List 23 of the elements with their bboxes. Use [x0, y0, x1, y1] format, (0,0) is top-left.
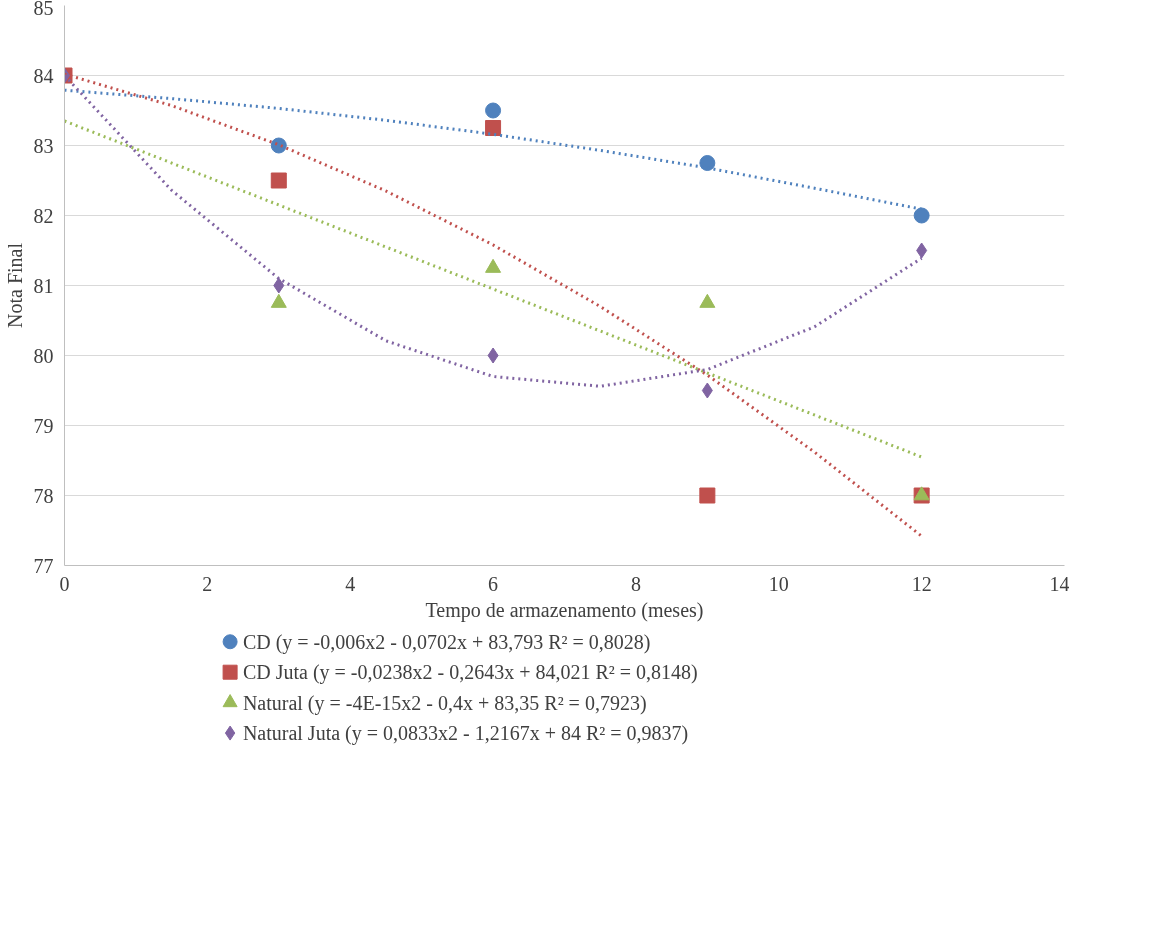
legend-label: CD (y = -0,006x2 - 0,0702x + 83,793 R² = 0,8028) [242, 630, 651, 654]
legend-label: Natural Juta (y = 0,0833x2 - 1,2167x + 84 R² = 0,9837) [242, 722, 689, 746]
y-tick-label: 78 [33, 484, 54, 507]
y-tick-label: 79 [33, 414, 54, 437]
y-tick-label: 80 [33, 344, 54, 367]
y-tick-label: 81 [33, 274, 54, 297]
y-tick-label: 82 [33, 204, 54, 227]
x-tick-label: 14 [1049, 572, 1070, 595]
y-axis-title: Nota Final [3, 242, 26, 328]
x-tick-label: 2 [202, 572, 213, 595]
x-tick-label: 8 [630, 572, 641, 595]
legend-label: CD Juta (y = -0,0238x2 - 0,2643x + 84,021 R² = 0,8148) [242, 661, 698, 685]
x-tick-label: 10 [768, 572, 789, 595]
x-tick-label: 4 [345, 572, 356, 595]
legend-label: Natural (y = -4E-15x2 - 0,4x + 83,35 R² = 0,7923) [242, 691, 647, 715]
y-tick-label: 77 [33, 554, 54, 577]
x-tick-label: 6 [488, 572, 499, 595]
x-tick-label: 12 [911, 572, 932, 595]
y-tick-label: 85 [33, 0, 54, 19]
x-tick-label: 0 [59, 572, 70, 595]
y-tick-label: 84 [33, 64, 54, 87]
x-axis-title: Tempo de armazenamento (meses) [425, 598, 704, 622]
y-tick-label: 83 [33, 134, 54, 157]
